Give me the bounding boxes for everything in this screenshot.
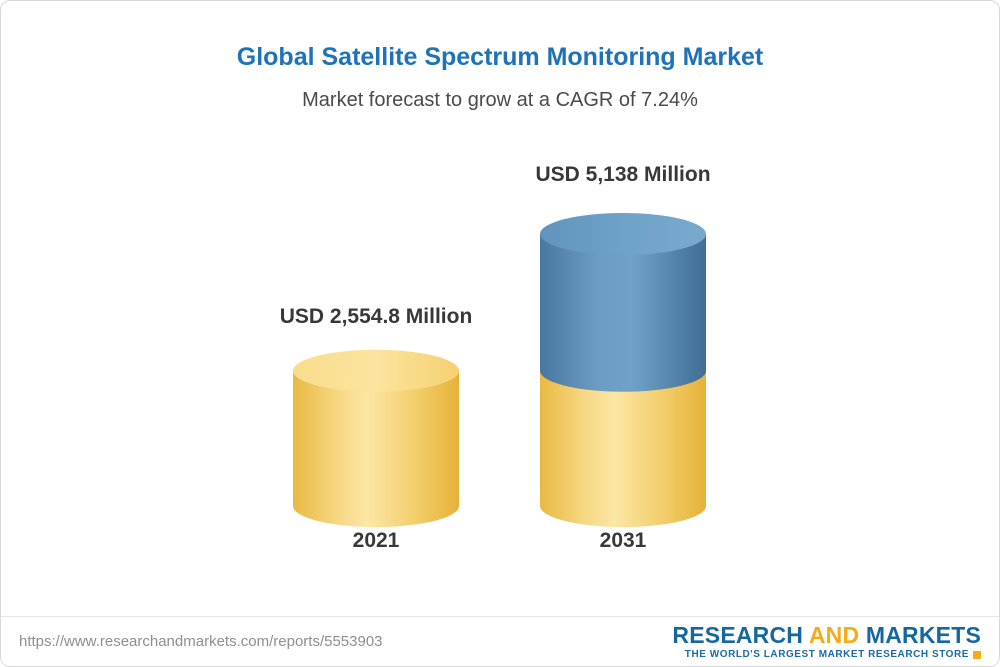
logo-word-research: RESEARCH [672, 621, 804, 648]
cylinder-2031-gold-body [540, 370, 706, 506]
chart-subtitle: Market forecast to grow at a CAGR of 7.2… [302, 89, 698, 111]
value-label-2021: USD 2,554.8 Million [279, 305, 473, 328]
logo-word-and: AND [808, 621, 860, 648]
category-label-2031: 2031 [599, 529, 647, 552]
chart-title: Global Satellite Spectrum Monitoring Mar… [236, 43, 764, 71]
cylinder-2021-gold-body [293, 370, 459, 506]
cylinder-2031-top-cap [540, 213, 706, 255]
logo-square-icon [973, 650, 981, 659]
research-and-markets-logo: RESEARCH AND MARKETS THE WORLD'S LARGEST… [672, 623, 981, 660]
logo-tagline-text: THE WORLD'S LARGEST MARKET RESEARCH STOR… [684, 649, 969, 661]
logo-word-markets: MARKETS [865, 621, 981, 648]
footer-bar: https://www.researchandmarkets.com/repor… [1, 616, 999, 666]
cylinder-2031-blue-body [540, 234, 706, 371]
logo-tagline: THE WORLD'S LARGEST MARKET RESEARCH STOR… [672, 649, 981, 660]
source-url: https://www.researchandmarkets.com/repor… [19, 633, 383, 650]
category-label-2021: 2021 [352, 529, 400, 552]
cylinder-2021-top-cap [293, 349, 459, 392]
value-label-2031: USD 5,138 Million [535, 163, 711, 186]
logo-wordmark: RESEARCH AND MARKETS [672, 623, 981, 647]
